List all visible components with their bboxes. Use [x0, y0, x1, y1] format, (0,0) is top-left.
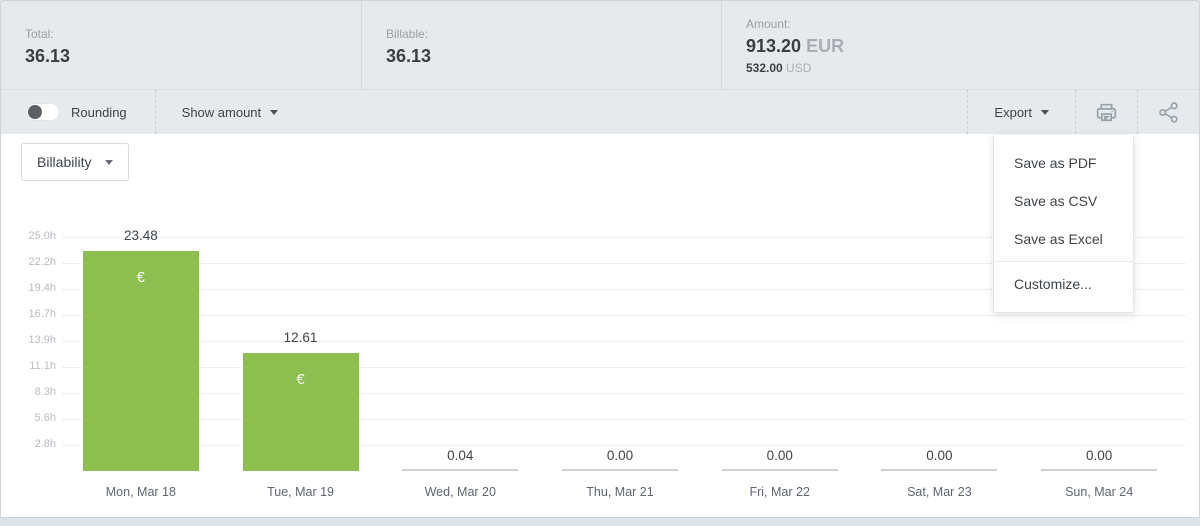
- share-button[interactable]: [1138, 90, 1199, 134]
- rounding-toggle[interactable]: Rounding: [1, 103, 155, 121]
- gridline: [63, 340, 1186, 342]
- bar-baseline: [721, 469, 838, 471]
- rounding-label: Rounding: [71, 104, 127, 120]
- chart-panel: Billability 25.0h 22.2h 19.4h 16.7h 13.9h 11.…: [1, 134, 1199, 517]
- gridline: [63, 314, 1186, 316]
- y-axis-tick-label: 13.9h: [28, 333, 56, 346]
- toolbar-divider: [154, 90, 156, 134]
- gridline: [63, 393, 1186, 395]
- bar-baseline: [1041, 469, 1158, 471]
- amount-secondary: 532.00 USD: [746, 61, 1199, 75]
- chart-bar[interactable]: €: [82, 251, 199, 471]
- total-label: Total:: [25, 27, 54, 41]
- x-axis-label: Fri, Mar 22: [749, 485, 810, 499]
- summary-bar: Total: 36.13 Billable: 36.13 Amount: 913…: [1, 1, 1199, 89]
- gridline: [63, 237, 1186, 238]
- billability-selector-value: Billability: [37, 154, 92, 170]
- chart-toolbar: Rounding Show amount Export: [1, 89, 1199, 134]
- billability-selector[interactable]: Billability: [21, 143, 130, 181]
- bar-value-label: 0.04: [447, 447, 474, 463]
- bar-baseline: [402, 469, 519, 471]
- x-axis-label: Sun, Mar 24: [1065, 485, 1134, 499]
- y-axis-tick-label: 8.3h: [34, 386, 56, 399]
- export-menu-item-save-as-pdf[interactable]: Save as PDF: [1014, 155, 1097, 171]
- bar-baseline: [562, 469, 678, 471]
- currency-euro-icon: €: [136, 269, 146, 287]
- amount-primary-currency: EUR: [806, 36, 845, 56]
- amount-secondary-value: 532.00: [746, 61, 783, 75]
- share-icon: [1159, 101, 1178, 123]
- amount-primary: 913.20 EUR: [746, 36, 1199, 57]
- summary-amount: Amount: 913.20 EUR 532.00 USD: [721, 1, 1199, 89]
- print-icon: [1096, 103, 1117, 121]
- chevron-down-icon: [1041, 109, 1049, 115]
- menu-divider: [994, 261, 1133, 262]
- bar-value-label: 0.00: [606, 448, 634, 463]
- bar-chart: 25.0h 22.2h 19.4h 16.7h 13.9h 11.1h 8.3h 5.6h 2.…: [1, 134, 1199, 517]
- print-button[interactable]: [1076, 90, 1137, 134]
- bar-value-label: 0.00: [1086, 448, 1113, 463]
- bar-baseline: [881, 469, 998, 471]
- gridline: [63, 367, 1186, 369]
- toolbar-right-group: Export: [967, 90, 1199, 134]
- toolbar-divider: [967, 90, 969, 134]
- toggle-knob: [28, 105, 42, 119]
- bar-value-label: 12.61: [283, 329, 318, 345]
- amount-primary-value: 913.20: [746, 36, 802, 56]
- currency-euro-icon: €: [296, 370, 305, 388]
- y-axis-tick-label: 25.0h: [28, 230, 56, 242]
- chevron-down-icon: [105, 159, 114, 165]
- export-dropdown-button[interactable]: Export: [968, 90, 1075, 134]
- y-axis-tick-label: 2.8h: [34, 437, 56, 450]
- x-axis-label: Sat, Mar 23: [907, 485, 972, 499]
- export-menu-item-customize[interactable]: Customize...: [1014, 276, 1092, 292]
- bar-value-label: 23.48: [123, 228, 158, 244]
- total-value: 36.13: [25, 46, 71, 66]
- export-label: Export: [994, 104, 1032, 120]
- x-axis-label: Tue, Mar 19: [267, 485, 335, 499]
- summary-billable: Billable: 36.13: [361, 1, 721, 89]
- y-axis-tick-label: 22.2h: [28, 256, 56, 269]
- gridline: [63, 289, 1186, 291]
- bar-value-label: 0.00: [926, 448, 953, 463]
- chart-bar[interactable]: €: [242, 352, 359, 471]
- export-menu-item-save-as-excel[interactable]: Save as Excel: [1014, 231, 1103, 247]
- export-menu: Save as PDF Save as CSV Save as Excel Custo…: [993, 135, 1134, 313]
- x-axis-label: Mon, Mar 18: [105, 485, 176, 499]
- gridline: [63, 444, 1186, 446]
- gridline: [63, 263, 1186, 265]
- billable-value: 36.13: [386, 46, 432, 66]
- chevron-down-icon: [270, 109, 279, 115]
- x-axis-label: Wed, Mar 20: [424, 485, 496, 499]
- summary-total: Total: 36.13: [1, 1, 361, 89]
- toolbar-divider: [1075, 90, 1076, 134]
- toolbar-divider: [1137, 90, 1138, 134]
- show-amount-label: Show amount: [181, 104, 262, 120]
- show-amount-dropdown[interactable]: Show amount: [156, 90, 305, 134]
- rounding-toggle-switch[interactable]: [26, 103, 60, 121]
- y-axis-tick-label: 11.1h: [29, 360, 56, 373]
- amount-secondary-currency: USD: [786, 61, 812, 75]
- bar-value-label: 0.00: [766, 448, 793, 463]
- y-axis-tick-label: 5.6h: [34, 411, 56, 424]
- toolbar-left-group: Rounding Show amount: [1, 90, 304, 134]
- amount-label: Amount:: [746, 17, 791, 31]
- billable-label: Billable:: [386, 27, 429, 41]
- x-axis-label: Thu, Mar 21: [586, 485, 654, 499]
- y-axis-tick-label: 16.7h: [28, 307, 56, 320]
- gridline: [63, 418, 1186, 420]
- y-axis-tick-label: 19.4h: [28, 282, 56, 295]
- export-menu-item-save-as-csv[interactable]: Save as CSV: [1014, 193, 1098, 209]
